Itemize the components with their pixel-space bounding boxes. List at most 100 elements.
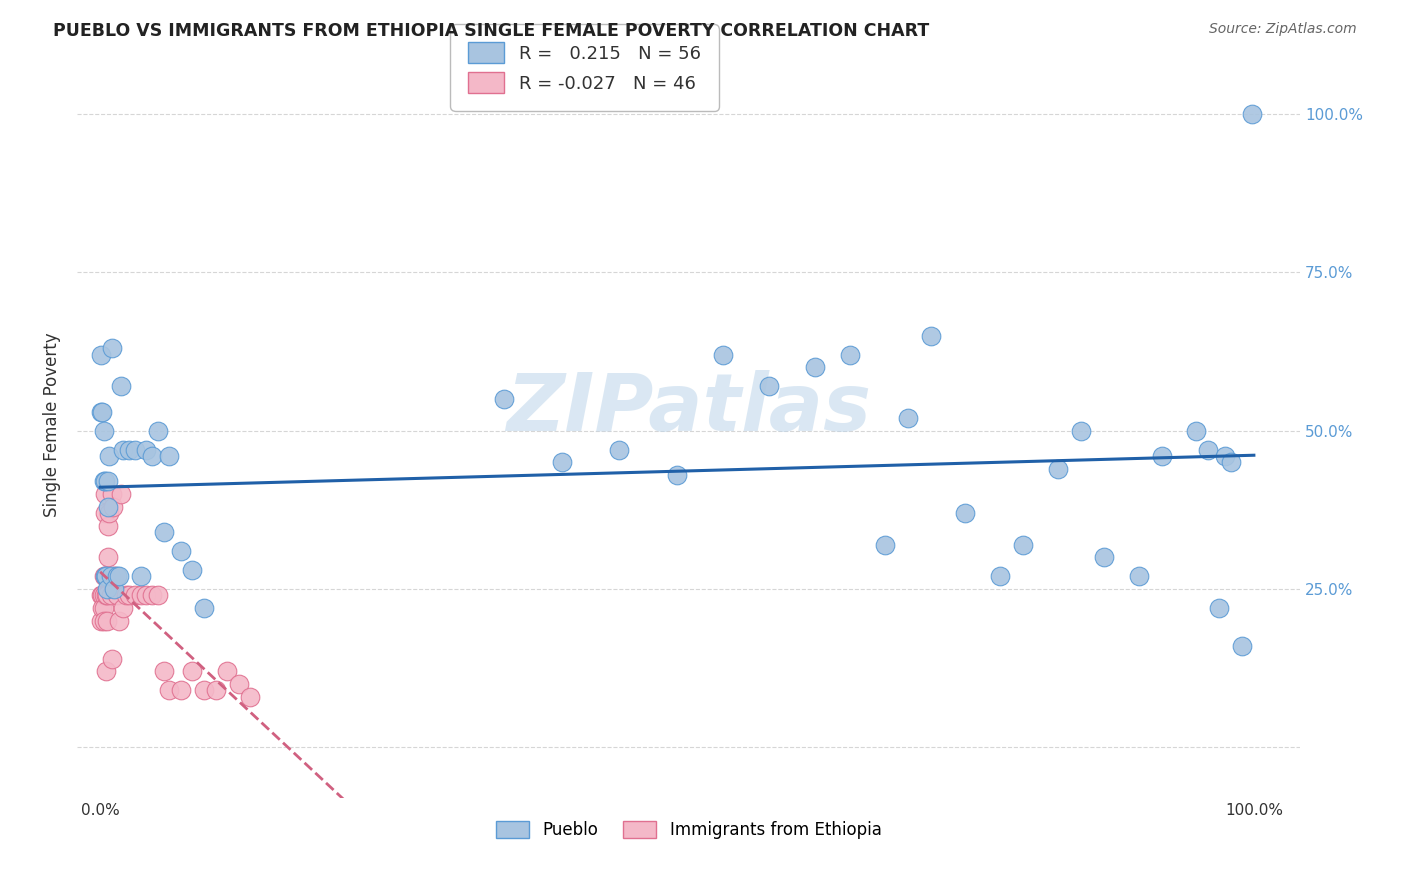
Point (94, 665, 117, 679)
Point (550, 455, 572, 469)
Point (129, 589, 152, 603)
Point (607, 442, 630, 457)
Point (758, 379, 780, 393)
Point (135, 442, 157, 457)
Point (98, 449, 121, 463)
Point (91, 601, 114, 615)
Text: ZIPatlas: ZIPatlas (506, 370, 872, 449)
Point (181, 563, 204, 577)
Point (90, 614, 112, 628)
Point (97, 550, 120, 565)
Point (152, 665, 174, 679)
Point (804, 360, 827, 375)
Point (666, 468, 689, 483)
Point (141, 449, 163, 463)
Point (93, 475, 115, 489)
Point (112, 601, 135, 615)
Point (146, 424, 169, 438)
Point (94, 569, 117, 583)
Point (107, 614, 129, 628)
Point (1185, 424, 1208, 438)
Point (239, 690, 262, 704)
Point (107, 569, 129, 583)
Point (100, 589, 122, 603)
Point (152, 525, 174, 540)
Point (97, 518, 120, 533)
Point (1150, 449, 1173, 463)
Point (1070, 424, 1092, 438)
Point (1012, 538, 1035, 552)
Point (93, 569, 115, 583)
Point (112, 442, 135, 457)
Y-axis label: Single Female Poverty: Single Female Poverty (44, 332, 60, 516)
Point (91, 589, 114, 603)
Point (124, 589, 146, 603)
Point (193, 683, 215, 698)
Point (897, 411, 920, 425)
Point (93, 601, 115, 615)
Point (93, 589, 115, 603)
Point (100, 652, 122, 666)
Point (204, 683, 226, 698)
Point (93, 424, 115, 438)
Point (96, 589, 118, 603)
Point (1213, 449, 1236, 463)
Point (94, 506, 117, 520)
Point (94, 569, 117, 583)
Point (1240, 107, 1263, 121)
Point (101, 500, 124, 514)
Point (103, 569, 125, 583)
Text: Source: ZipAtlas.com: Source: ZipAtlas.com (1209, 22, 1357, 37)
Point (1197, 442, 1219, 457)
Point (146, 589, 169, 603)
Point (110, 379, 132, 393)
Point (98, 506, 121, 520)
Point (104, 569, 127, 583)
Point (90, 589, 112, 603)
Point (97, 475, 120, 489)
Point (118, 589, 141, 603)
Point (170, 544, 193, 558)
Point (1219, 455, 1241, 469)
Point (107, 589, 129, 603)
Point (1092, 550, 1115, 565)
Point (955, 506, 977, 520)
Point (170, 683, 193, 698)
Point (90, 405, 112, 419)
Point (93, 614, 115, 628)
Point (181, 665, 204, 679)
Point (217, 665, 239, 679)
Point (988, 569, 1011, 583)
Point (90, 348, 112, 362)
Point (228, 677, 250, 691)
Point (91, 405, 114, 419)
Point (94, 475, 117, 489)
Point (96, 582, 118, 596)
Point (100, 487, 122, 501)
Point (135, 589, 157, 603)
Point (94, 589, 117, 603)
Point (118, 442, 141, 457)
Point (1046, 462, 1069, 476)
Point (97, 500, 120, 514)
Text: PUEBLO VS IMMIGRANTS FROM ETHIOPIA SINGLE FEMALE POVERTY CORRELATION CHART: PUEBLO VS IMMIGRANTS FROM ETHIOPIA SINGL… (53, 22, 929, 40)
Point (94, 569, 117, 583)
Point (96, 614, 118, 628)
Point (839, 348, 862, 362)
Point (193, 601, 215, 615)
Point (94, 487, 117, 501)
Point (114, 589, 136, 603)
Point (1208, 601, 1230, 615)
Point (157, 449, 180, 463)
Point (103, 582, 125, 596)
Point (124, 442, 146, 457)
Point (920, 328, 942, 343)
Point (1232, 639, 1254, 653)
Point (1128, 569, 1150, 583)
Legend: Pueblo, Immigrants from Ethiopia: Pueblo, Immigrants from Ethiopia (489, 814, 889, 846)
Point (492, 392, 515, 406)
Point (129, 569, 152, 583)
Point (873, 538, 896, 552)
Point (711, 348, 734, 362)
Point (157, 683, 180, 698)
